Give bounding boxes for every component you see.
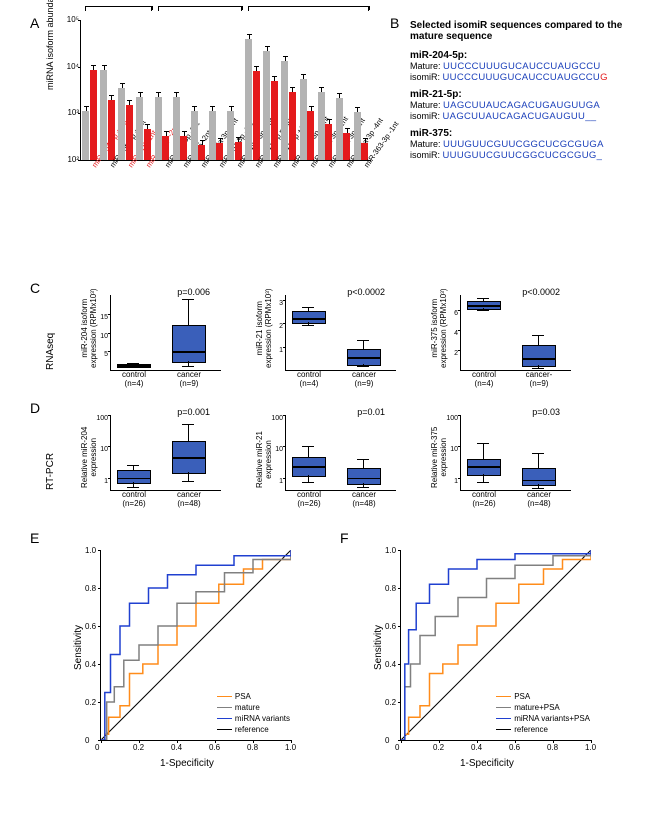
panel-b: Selected isomiR sequences compared to th… <box>410 20 640 161</box>
boxplot: 110100Relative miR-204expressionp=0.001c… <box>75 410 225 510</box>
panel-c-label: C <box>30 280 40 296</box>
panel-b-label: B <box>390 15 399 31</box>
boxplot: 246miR-375 isoformexpression (RPMx10³)p<… <box>425 290 575 390</box>
panel-d-label: D <box>30 400 40 416</box>
row-d-label: RT-PCR <box>45 453 56 490</box>
panel-f: Sensitivity1-Specificity000.20.20.40.40.… <box>365 540 605 780</box>
isomir-row: isomiR: UUCCCUUUGUCAUCCUAUGCCUG <box>410 72 640 83</box>
mature-row: Mature: UUCCCUUUGUCAUCCUAUGCCU <box>410 61 640 72</box>
boxplot: 110100Relative miR-21expressionp=0.01con… <box>250 410 400 510</box>
panel-e-label: E <box>30 530 39 546</box>
panel-d-row: 110100Relative miR-204expressionp=0.001c… <box>75 410 575 510</box>
mir-name: miR-204-5p: <box>410 50 640 61</box>
boxplot: 51015miR-204 isoformexpression (RPMx10³)… <box>75 290 225 390</box>
boxplot: 110100Relative miR-375expressionp=0.03co… <box>425 410 575 510</box>
mir-name: miR-375: <box>410 128 640 139</box>
panel-e: Sensitivity1-Specificity000.20.20.40.40.… <box>65 540 305 780</box>
mature-row: Mature: UUUGUUCGUUCGGCUCGCGUGA <box>410 139 640 150</box>
isomir-row: isomiR: UUUGUUCGUUCGGCUCGCGUG_ <box>410 150 640 161</box>
row-c-label: RNAseq <box>45 333 56 370</box>
panel-a-chart: 10²10³10⁴10⁵miR-204-5p +1ntmiR-26b-5p +1… <box>80 20 371 161</box>
boxplot: 123miR-21 isoformexpression (RPMx10³)p<0… <box>250 290 400 390</box>
mature-row: Mature: UAGCUUAUCAGACUGAUGUUGA <box>410 100 640 111</box>
panel-f-label: F <box>340 530 349 546</box>
panel-a-ylabel: miRNA isoform abundance (RPM) <box>45 0 55 90</box>
panel-a-label: A <box>30 15 39 31</box>
isomir-row: isomiR: UAGCUUAUCAGACUGAUGUU__ <box>410 111 640 122</box>
figure-root: A miRNA isoform abundance (RPM) 10²10³10… <box>10 10 640 820</box>
panel-c-row: 51015miR-204 isoformexpression (RPMx10³)… <box>75 290 575 390</box>
panel-b-title: Selected isomiR sequences compared to th… <box>410 20 640 42</box>
panel-a: miRNA isoform abundance (RPM) 10²10³10⁴1… <box>50 20 370 270</box>
mir-name: miR-21-5p: <box>410 89 640 100</box>
